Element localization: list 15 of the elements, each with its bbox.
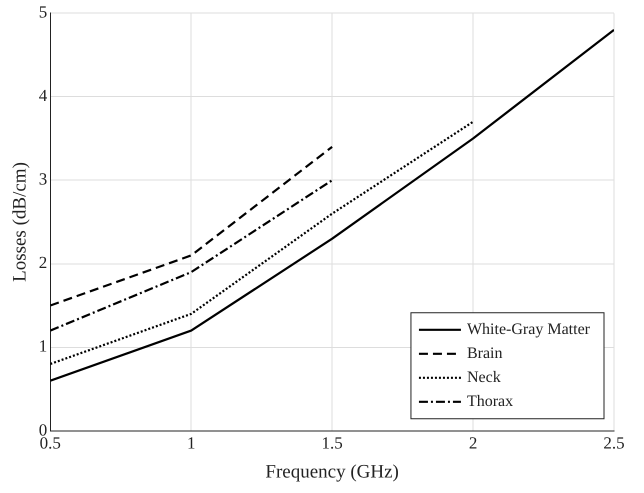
legend-label: White-Gray Matter [466, 321, 591, 338]
x-tick-label: 1.5 [322, 433, 343, 452]
x-tick-label: 1 [186, 433, 196, 452]
y-tick-label: 2 [38, 253, 48, 272]
y-tick-label: 5 [38, 2, 48, 22]
y-axis-title: Losses (dB/cm) [9, 162, 30, 282]
x-tick-label: 2 [468, 433, 478, 452]
legend-label: Thorax [466, 393, 514, 410]
legend-label: Brain [466, 345, 502, 362]
y-tick-label: 1 [38, 336, 48, 356]
y-tick-label: 4 [38, 86, 48, 106]
x-tick-label: 2.5 [603, 433, 625, 452]
legend-label: Neck [466, 369, 501, 386]
y-tick-label: 3 [38, 170, 48, 189]
x-axis-title: Frequency (GHz) [265, 462, 399, 483]
